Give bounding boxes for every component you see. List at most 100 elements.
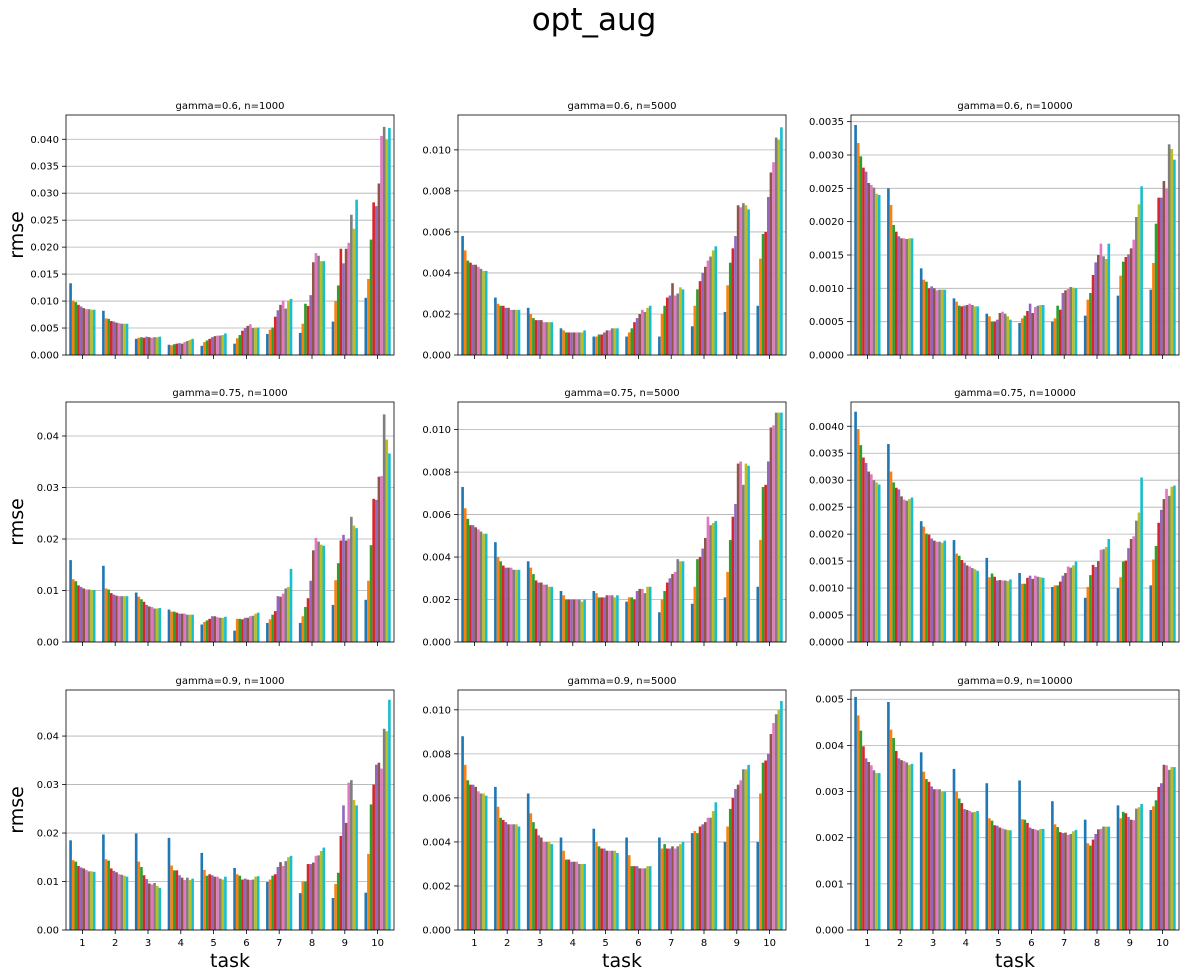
bar-task5-series9 bbox=[613, 850, 617, 930]
bar-task7-series1 bbox=[1051, 586, 1054, 642]
bar-task6-series4 bbox=[1026, 577, 1029, 642]
bar-task2-series3 bbox=[107, 318, 110, 355]
bar-task5-series3 bbox=[205, 620, 209, 642]
bar-task1-series9 bbox=[875, 193, 878, 355]
bar-task4-series2 bbox=[170, 865, 173, 930]
bar-task8-series7 bbox=[1099, 243, 1103, 355]
bar-task3-series3 bbox=[925, 779, 928, 930]
bar-task2-series2 bbox=[889, 205, 893, 355]
bar-task9-series6 bbox=[736, 784, 740, 930]
bar-task8-series3 bbox=[696, 559, 699, 642]
bar-task6-series7 bbox=[1034, 307, 1037, 355]
y-tick-label: 0.0025 bbox=[809, 184, 844, 195]
bar-task9-series7 bbox=[347, 242, 351, 355]
bar-task2-series9 bbox=[515, 309, 518, 355]
bar-task8-series1 bbox=[1083, 597, 1087, 642]
bar-task4-series8 bbox=[186, 614, 189, 642]
bar-task4-series4 bbox=[567, 599, 571, 642]
bar-task7-series3 bbox=[663, 305, 666, 355]
bar-task10-series5 bbox=[374, 206, 378, 355]
bar-task10-series8 bbox=[382, 126, 386, 356]
y-tick-label: 0.004 bbox=[815, 741, 844, 752]
bar-task8-series2 bbox=[301, 323, 305, 355]
bar-task6-series5 bbox=[635, 318, 639, 355]
bar-task5-series10 bbox=[1009, 319, 1012, 355]
bar-task2-series3 bbox=[892, 482, 895, 642]
bar-task5-series4 bbox=[208, 338, 211, 355]
bar-task1-series1 bbox=[69, 840, 72, 930]
bar-task1-series10 bbox=[484, 795, 488, 930]
bar-task1-series2 bbox=[71, 579, 75, 642]
bar-task3-series2 bbox=[529, 567, 533, 642]
bar-task1-series4 bbox=[862, 167, 865, 355]
bar-task9-series5 bbox=[1127, 816, 1130, 930]
bar-task7-series8 bbox=[676, 293, 680, 355]
bar-task7-series6 bbox=[279, 304, 282, 355]
bar-task2-series10 bbox=[910, 763, 914, 930]
bar-task9-series7 bbox=[739, 207, 743, 355]
x-axis-label: task bbox=[210, 950, 250, 972]
bar-task2-series6 bbox=[900, 760, 903, 930]
y-tick-label: 0.002 bbox=[422, 881, 451, 892]
bar-task1-series7 bbox=[477, 266, 480, 355]
x-tick-label: 1 bbox=[79, 938, 85, 949]
bar-task10-series8 bbox=[382, 728, 386, 930]
y-tick-label: 0.008 bbox=[422, 186, 451, 197]
bar-task10-series8 bbox=[1167, 495, 1171, 642]
bar-task2-series2 bbox=[496, 557, 500, 642]
bar-task6-series9 bbox=[646, 866, 649, 930]
x-tick-label: 9 bbox=[734, 938, 740, 949]
bar-task9-series10 bbox=[355, 199, 358, 355]
bar-task5-series8 bbox=[1003, 580, 1007, 642]
bar-task7-series5 bbox=[668, 848, 672, 930]
x-tick-label: 6 bbox=[243, 938, 249, 949]
bar-task6-series5 bbox=[243, 617, 247, 642]
bar-task8-series3 bbox=[696, 833, 699, 930]
bar-task7-series8 bbox=[1069, 834, 1073, 930]
y-tick-label: 0.006 bbox=[422, 510, 451, 521]
bar-task2-series10 bbox=[910, 238, 914, 355]
bar-task6-series1 bbox=[1018, 572, 1021, 642]
bar-task9-series9 bbox=[744, 205, 748, 355]
bar-task5-series5 bbox=[602, 332, 606, 355]
axes-frame bbox=[65, 114, 395, 356]
bar-task5-series8 bbox=[218, 335, 222, 355]
bar-task1-series1 bbox=[854, 696, 857, 930]
bar-task9-series6 bbox=[1129, 248, 1133, 355]
bar-task7-series9 bbox=[1072, 831, 1075, 930]
bar-task3-series2 bbox=[137, 596, 141, 642]
bar-task10-series2 bbox=[759, 258, 762, 355]
axes-frame bbox=[65, 401, 395, 643]
bar-task6-series3 bbox=[238, 618, 242, 642]
bar-task4-series2 bbox=[562, 330, 565, 355]
bar-task9-series9 bbox=[744, 769, 748, 930]
bar-task10-series1 bbox=[1149, 289, 1153, 355]
bar-task1-series8 bbox=[87, 589, 91, 642]
bar-task5-series1 bbox=[592, 591, 596, 642]
bar-task2-series5 bbox=[504, 307, 508, 355]
bar-task4-series6 bbox=[965, 565, 969, 642]
bar-task6-series3 bbox=[1023, 819, 1027, 930]
bar-task1-series9 bbox=[482, 533, 485, 642]
bar-task8-series9 bbox=[319, 544, 323, 642]
bar-task9-series5 bbox=[342, 263, 345, 355]
bar-task4-series9 bbox=[580, 601, 584, 642]
bar-task7-series5 bbox=[276, 310, 280, 355]
bar-task6-series4 bbox=[241, 879, 244, 930]
bar-task3-series1 bbox=[919, 268, 923, 355]
bar-task7-series1 bbox=[266, 333, 269, 355]
bar-task6-series7 bbox=[249, 616, 252, 642]
y-axis-label: rmse bbox=[6, 498, 28, 546]
bar-task3-series3 bbox=[925, 533, 928, 642]
bar-task5-series7 bbox=[1001, 311, 1004, 355]
bar-task7-series9 bbox=[1072, 565, 1075, 642]
bar-task8-series8 bbox=[317, 855, 320, 930]
bar-task6-series10 bbox=[1041, 828, 1045, 930]
bar-task8-series10 bbox=[714, 520, 718, 642]
bar-task8-series2 bbox=[1086, 586, 1090, 642]
bar-task6-series8 bbox=[643, 593, 647, 642]
bar-task6-series10 bbox=[648, 866, 652, 930]
x-tick-label: 2 bbox=[504, 938, 510, 949]
bar-task3-series5 bbox=[537, 835, 540, 930]
y-tick-label: 0.0035 bbox=[809, 449, 844, 460]
